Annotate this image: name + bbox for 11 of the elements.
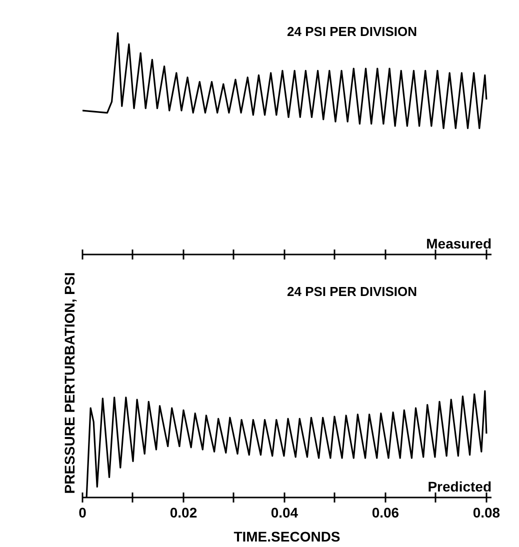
x-tick-label: 0.02 [170,504,198,520]
text: Measured [426,236,492,252]
y-axis-title: PRESSURE PERTURBATION, PSI [62,272,78,494]
annotation: 24 PSI PER DIVISION [287,24,418,39]
x-tick-label: 0.04 [270,504,298,520]
series-label: Predicted [428,478,492,494]
x-tick-label: 0.06 [372,504,400,520]
x-tick-label: 0 [78,504,87,520]
x-tick-label: 0.08 [472,504,500,520]
text: 24 PSI PER DIVISION [287,284,418,299]
x-axis-title: TIME.SECONDS [234,528,340,544]
